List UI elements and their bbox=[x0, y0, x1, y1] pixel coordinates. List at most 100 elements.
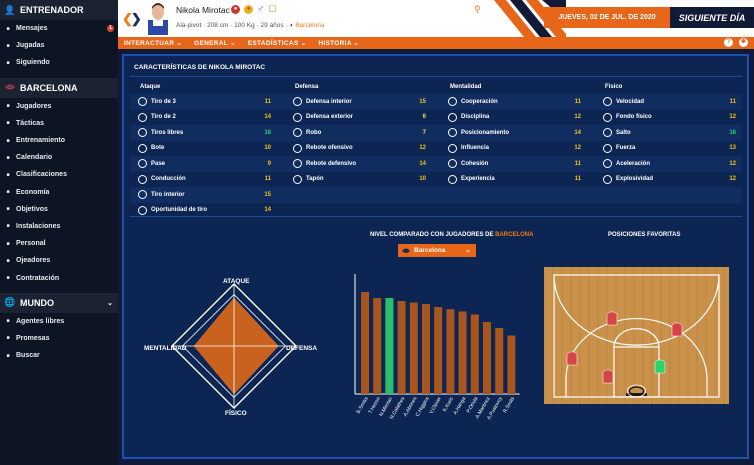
attribute-label: Tiro interior bbox=[151, 191, 185, 198]
menu-estadisticas[interactable]: ESTADÍSTICAS ⌄ bbox=[247, 40, 307, 47]
next-day-button[interactable]: SIGUIENTE DÍA bbox=[670, 7, 754, 28]
whistle-icon: ■ bbox=[6, 137, 10, 144]
attribute-row[interactable]: Defensa exterior 6 bbox=[287, 110, 430, 126]
attribute-row[interactable]: Robo 7 bbox=[287, 125, 430, 141]
bookmark-icon[interactable]: ☐ bbox=[268, 4, 277, 14]
sidebar-item-label: Clasificaciones bbox=[16, 171, 67, 179]
attribute-row[interactable]: Tiro de 2 14 bbox=[132, 110, 275, 126]
attribute-icon bbox=[138, 174, 147, 184]
player-team-link[interactable]: Barcelona bbox=[295, 22, 325, 29]
sidebar-item-buscar[interactable]: ■ Buscar bbox=[0, 347, 118, 364]
sidebar-item-jugadas[interactable]: ■ Jugadas bbox=[0, 37, 118, 54]
attribute-row[interactable]: Disciplina 12 bbox=[442, 110, 585, 126]
attribute-icon bbox=[138, 159, 147, 169]
divider bbox=[130, 76, 742, 77]
attribute-label: Cooperación bbox=[461, 98, 498, 105]
sidebar-item-t-cticas[interactable]: ■ Tácticas bbox=[0, 115, 118, 132]
attribute-row[interactable]: Oportunidad de tiro 14 bbox=[132, 203, 275, 219]
help-icon[interactable]: ? bbox=[724, 38, 733, 47]
sidebar-item-clasificaciones[interactable]: ■ Clasificaciones bbox=[0, 166, 118, 183]
attribute-row[interactable]: Pase 9 bbox=[132, 156, 275, 172]
radar-chart bbox=[144, 271, 324, 423]
team-select[interactable]: Barcelona ⌄ bbox=[398, 244, 476, 257]
attribute-row[interactable]: Tiro de 3 11 bbox=[132, 94, 275, 110]
sidebar-item-personal[interactable]: ■ Personal bbox=[0, 235, 118, 252]
attribute-icon bbox=[603, 159, 612, 169]
standings-icon: ■ bbox=[6, 171, 10, 178]
attribute-row[interactable]: Tapón 10 bbox=[287, 172, 430, 188]
attribute-icon bbox=[293, 112, 302, 122]
attribute-icon bbox=[138, 128, 147, 138]
attribute-value: 14 bbox=[419, 160, 426, 167]
sidebar-item-mensajes[interactable]: ■ Mensajes 1 bbox=[0, 20, 118, 37]
attribute-label: Defensa interior bbox=[306, 98, 352, 105]
attribute-row[interactable]: Salto 16 bbox=[597, 125, 740, 141]
sidebar-item-entrenamiento[interactable]: ■ Entrenamiento bbox=[0, 132, 118, 149]
radar-label-left: MENTALIDAD bbox=[144, 345, 187, 352]
back-arrow-icon[interactable]: ❮ bbox=[122, 11, 133, 26]
attribute-value: 12 bbox=[729, 176, 736, 183]
sidebar-section-coach[interactable]: 👤 ENTRENADOR bbox=[0, 0, 118, 20]
sidebar-item-jugadores[interactable]: ■ Jugadores bbox=[0, 98, 118, 115]
bar-a-pustovoy bbox=[495, 328, 504, 394]
chevron-down-icon: ⌄ bbox=[465, 247, 471, 254]
search-icon[interactable]: ⚲ bbox=[474, 4, 481, 14]
attribute-row[interactable]: Fuerza 13 bbox=[597, 141, 740, 157]
attribute-row[interactable]: Velocidad 11 bbox=[597, 94, 740, 110]
menu-general[interactable]: GENERAL ⌄ bbox=[194, 40, 236, 47]
player-menu: INTERACTUAR ⌄ GENERAL ⌄ ESTADÍSTICAS ⌄ H… bbox=[118, 37, 754, 49]
attribute-label: Fondo físico bbox=[616, 114, 652, 121]
sidebar-item-agentes-libres[interactable]: ■ Agentes libres bbox=[0, 313, 118, 330]
attribute-row[interactable]: Posicionamiento 14 bbox=[442, 125, 585, 141]
attribute-column-mentalidad: Mentalidad Cooperación 11 Disciplina 12 Posic… bbox=[442, 84, 585, 187]
player-header: ❮❯ Nikola Mirotac ● ● ♂ ☐ Ala-pivot · 20… bbox=[118, 0, 754, 37]
attribute-value: 16 bbox=[264, 129, 271, 136]
attribute-row[interactable]: Experiencia 11 bbox=[442, 172, 585, 188]
sidebar-item-instalaciones[interactable]: ■ Instalaciones bbox=[0, 218, 118, 235]
attribute-label: Cohesión bbox=[461, 160, 489, 167]
forward-arrow-icon[interactable]: ❯ bbox=[130, 11, 142, 26]
attribute-label: Tapón bbox=[306, 176, 324, 183]
attribute-row[interactable]: Bote 10 bbox=[132, 141, 275, 157]
player-badges: ● ● ♂ ☐ bbox=[231, 4, 277, 15]
attribute-row[interactable]: Cooperación 11 bbox=[442, 94, 585, 110]
bar-b-smiss bbox=[361, 292, 369, 394]
sidebar-item-calendario[interactable]: ■ Calendario bbox=[0, 149, 118, 166]
attribute-row[interactable]: Cohesión 11 bbox=[442, 156, 585, 172]
court-diagram bbox=[544, 267, 729, 404]
sidebar-item-ojeadores[interactable]: ■ Ojeadores bbox=[0, 252, 118, 269]
attribute-row[interactable]: Defensa interior 15 bbox=[287, 94, 430, 110]
team-logo-icon bbox=[4, 83, 16, 93]
sidebar-item-contrataci-n[interactable]: ■ Contratación bbox=[0, 269, 118, 286]
sidebar-item-objetivos[interactable]: ■ Objetivos bbox=[0, 201, 118, 218]
attribute-row[interactable]: Aceleración 12 bbox=[597, 156, 740, 172]
attribute-row[interactable]: Influencia 12 bbox=[442, 141, 585, 157]
sidebar-section-team[interactable]: BARCELONA bbox=[0, 77, 118, 98]
attribute-value: 12 bbox=[574, 145, 581, 152]
attribute-value: 6 bbox=[422, 114, 426, 121]
sidebar-item-siguiendo[interactable]: ■ Siguiendo bbox=[0, 54, 118, 71]
sidebar-item-label: Economía bbox=[16, 188, 50, 196]
sidebar-item-promesas[interactable]: ■ Promesas bbox=[0, 330, 118, 347]
attribute-row[interactable]: Conducción 11 bbox=[132, 172, 275, 188]
sidebar-item-econom-a[interactable]: ■ Economía bbox=[0, 184, 118, 201]
menu-historia[interactable]: HISTORIA ⌄ bbox=[318, 40, 360, 47]
main-panel: CARACTERÍSTICAS DE NIKOLA MIROTAC Ataque… bbox=[122, 54, 749, 459]
menu-interactuar[interactable]: INTERACTUAR ⌄ bbox=[124, 40, 183, 47]
chevron-down-icon[interactable]: ⌄ bbox=[107, 299, 113, 307]
sidebar-section-world[interactable]: 🌐 MUNDO ⌄ bbox=[0, 292, 118, 313]
attribute-value: 9 bbox=[267, 160, 271, 167]
attribute-value: 14 bbox=[574, 129, 581, 136]
attribute-row[interactable]: Fondo físico 12 bbox=[597, 110, 740, 126]
free-agents-icon: ■ bbox=[6, 318, 10, 325]
attribute-row[interactable]: Rebote ofensivo 12 bbox=[287, 141, 430, 157]
position-jersey bbox=[602, 369, 614, 384]
attribute-row[interactable]: Tiros libres 16 bbox=[132, 125, 275, 141]
attribute-row[interactable]: Explosividad 12 bbox=[597, 172, 740, 188]
attribute-row[interactable]: Rebote defensivo 14 bbox=[287, 156, 430, 172]
attribute-value: 11 bbox=[729, 98, 736, 105]
settings-icon[interactable]: ✱ bbox=[739, 38, 748, 47]
attribute-row[interactable]: Tiro interior 15 bbox=[132, 187, 275, 203]
attribute-icon bbox=[448, 128, 457, 138]
comparison-bar-chart: B.SmissT.HezonN.MirotacN.CalathesA.Abrin… bbox=[354, 274, 520, 421]
